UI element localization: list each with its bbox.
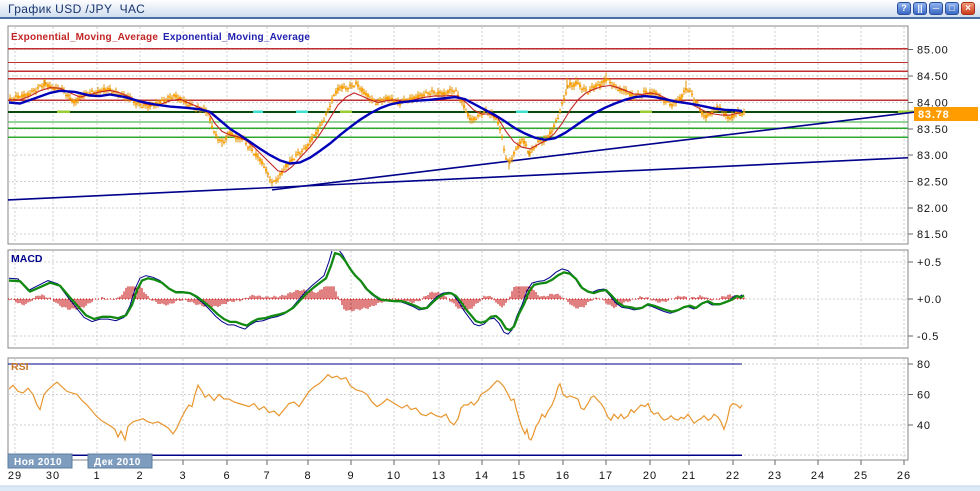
minimize-button[interactable]: ─: [929, 2, 943, 15]
svg-text:25: 25: [854, 470, 868, 482]
svg-text:13: 13: [432, 470, 446, 482]
window-title: График USD /JPY ЧАС: [8, 2, 146, 16]
svg-text:22: 22: [726, 470, 740, 482]
svg-text:85.00: 85.00: [917, 45, 949, 57]
macd-line: [9, 251, 745, 332]
svg-text:-0.5: -0.5: [917, 331, 939, 343]
maximize-button[interactable]: □: [945, 2, 959, 15]
svg-text:Ноя 2010: Ноя 2010: [14, 457, 62, 468]
svg-text:26: 26: [897, 470, 911, 482]
month-label-0: Ноя 2010: [7, 453, 73, 469]
svg-text:3: 3: [179, 470, 186, 482]
svg-text:24: 24: [811, 470, 825, 482]
svg-text:83.78: 83.78: [918, 109, 950, 121]
pause-button[interactable]: ||: [913, 2, 927, 15]
svg-text:40: 40: [917, 420, 931, 432]
svg-text:6: 6: [223, 470, 230, 482]
svg-text:14: 14: [475, 470, 489, 482]
svg-text:16: 16: [556, 470, 570, 482]
svg-text:84.00: 84.00: [917, 97, 949, 109]
svg-text:82.50: 82.50: [917, 176, 949, 188]
bottom-scroll-strip[interactable]: [0, 486, 980, 491]
month-label-1: Дек 2010: [87, 453, 153, 469]
svg-text:+0.0: +0.0: [917, 294, 942, 306]
legend-ema-1: Exponential_Moving_Average: [163, 32, 310, 43]
svg-text:17: 17: [599, 470, 613, 482]
date-axis: 29 30 1 2 3 6 7 8 9 10 13 14 15 16 17 20 21 22 23 24 25 26: [8, 460, 911, 482]
price-axis-labels: 85.00 84.50 84.00 83.50 83.00 82.50 82.00 81.50: [908, 45, 949, 241]
rsi-panel[interactable]: [7, 357, 909, 461]
svg-text:+0.5: +0.5: [917, 257, 942, 269]
svg-text:30: 30: [46, 470, 60, 482]
svg-text:80: 80: [917, 359, 931, 371]
svg-text:21: 21: [682, 470, 696, 482]
close-button[interactable]: ×: [961, 2, 975, 15]
help-button[interactable]: ?: [897, 2, 911, 15]
svg-text:8: 8: [304, 470, 311, 482]
svg-text:9: 9: [347, 470, 354, 482]
svg-text:15: 15: [512, 470, 526, 482]
rsi-axis-labels: 80 60 40: [908, 359, 931, 432]
svg-text:81.50: 81.50: [917, 229, 949, 241]
rsi-panel-label: RSI: [11, 361, 29, 373]
svg-text:83.00: 83.00: [917, 150, 949, 162]
svg-text:20: 20: [643, 470, 657, 482]
current-price-label: 83.78: [914, 107, 978, 121]
svg-text:23: 23: [768, 470, 782, 482]
support-levels: [8, 121, 908, 138]
svg-text:82.00: 82.00: [917, 203, 949, 215]
rsi-line: [9, 373, 743, 442]
svg-text:10: 10: [387, 470, 401, 482]
trendlines: [7, 110, 926, 201]
window-controls: ? || ─ □ ×: [897, 2, 975, 15]
svg-text:2: 2: [136, 470, 143, 482]
svg-text:Дек 2010: Дек 2010: [94, 457, 141, 468]
svg-text:7: 7: [263, 470, 270, 482]
price-panel[interactable]: [7, 25, 909, 245]
legend-ema-0: Exponential_Moving_Average: [11, 32, 158, 43]
window-titlebar[interactable]: График USD /JPY ЧАС ? || ─ □ ×: [0, 0, 980, 19]
macd-panel-label: MACD: [11, 253, 43, 265]
svg-text:83.50: 83.50: [917, 124, 949, 136]
svg-text:1: 1: [93, 470, 100, 482]
svg-text:84.50: 84.50: [917, 71, 949, 83]
macd-axis-labels: +0.5 +0.0 -0.5: [908, 257, 942, 343]
ema-slow-line: [9, 89, 743, 165]
svg-text:60: 60: [917, 389, 931, 401]
svg-text:29: 29: [8, 470, 22, 482]
